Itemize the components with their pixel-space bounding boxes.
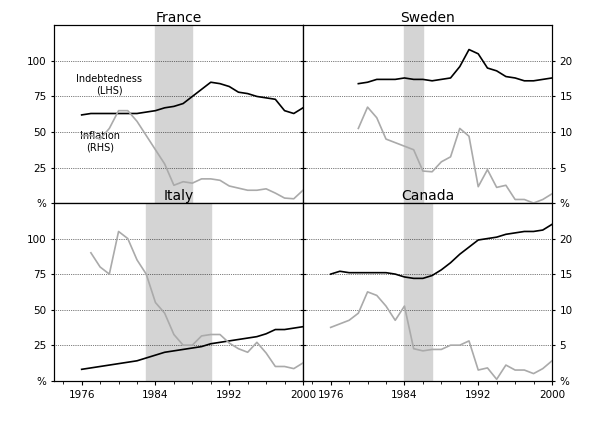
Text: Indebtedness
(LHS): Indebtedness (LHS)	[76, 74, 142, 96]
Bar	[155, 25, 193, 203]
Title: Canada: Canada	[401, 189, 454, 203]
Bar	[404, 25, 423, 203]
Bar	[146, 203, 211, 381]
Bar	[404, 203, 432, 381]
Title: Sweden: Sweden	[400, 11, 455, 25]
Title: France: France	[155, 11, 202, 25]
Text: Inflation
(RHS): Inflation (RHS)	[80, 131, 120, 153]
Title: Italy: Italy	[163, 189, 194, 203]
